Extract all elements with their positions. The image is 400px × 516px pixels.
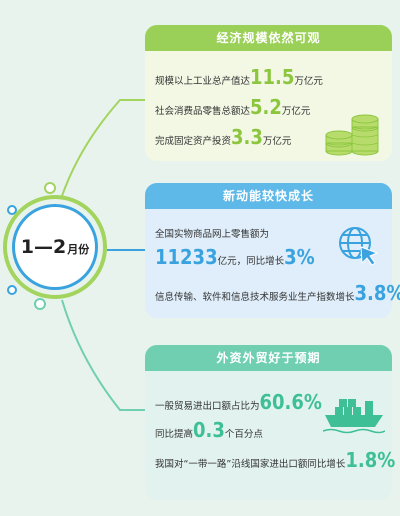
fixed-investment-value: 3.3 [231, 125, 263, 149]
trade-increase-row: 同比提高0.3个百分点 [155, 418, 263, 442]
industrial-output-value: 11.5 [250, 65, 295, 89]
online-retail-growth: 3% [284, 245, 315, 269]
belt-road-growth: 1.8% [345, 448, 396, 472]
online-retail-value: 11233 [155, 245, 218, 269]
general-trade-share: 60.6% [259, 390, 322, 414]
center-label-small: 月份 [67, 243, 90, 256]
fixed-investment-row: 完成固定资产投资3.3万亿元 [155, 125, 291, 149]
fixed-investment-unit: 万亿元 [262, 136, 292, 147]
cargo-ship-icon [322, 399, 385, 434]
center-ring [3, 195, 107, 299]
fixed-investment-label: 完成固定资产投资 [155, 136, 232, 147]
belt-road-label: 我国对“一带一路”沿线国家进出口额同比增长 [155, 459, 346, 470]
economy-scale-title: 经济规模依然可观 [145, 25, 392, 51]
coins-stack-icon [325, 114, 379, 156]
center-disc [12, 204, 98, 290]
retail-sales-label: 社会消费品零售总额达 [155, 106, 251, 117]
trade-increase-label: 同比提高 [155, 429, 194, 440]
general-trade-label: 一般贸易进出口额占比为 [155, 401, 260, 412]
trade-increase-value: 0.3 [193, 418, 225, 442]
it-services-row: 信息传输、软件和信息技术服务业生产指数增长3.8% [155, 281, 400, 305]
it-services-label: 信息传输、软件和信息技术服务业生产指数增长 [155, 292, 355, 303]
retail-sales-row: 社会消费品零售总额达5.2万亿元 [155, 95, 310, 119]
retail-sales-value: 5.2 [250, 95, 282, 119]
online-retail-line2: 11233亿元，同比增长3% [155, 245, 315, 269]
belt-road-row: 我国对“一带一路”沿线国家进出口额同比增长1.8% [155, 448, 395, 472]
it-services-growth: 3.8% [354, 281, 400, 305]
general-trade-row: 一般贸易进出口额占比为60.6% [155, 390, 322, 414]
retail-sales-unit: 万亿元 [281, 106, 311, 117]
online-retail-unit: 亿元，同比增长 [217, 256, 285, 267]
center-label: 1—2 月份 [12, 204, 98, 290]
foreign-trade-panel: 外资外贸好于预期 一般贸易进出口额占比为60.6% 同比提高0.3个百分点 我国… [145, 345, 395, 500]
new-momentum-title: 新动能较快成长 [145, 183, 392, 209]
new-momentum-panel: 新动能较快成长 全国实物商品网上零售额为 11233亿元，同比增长3% 信息传输… [145, 183, 400, 318]
industrial-output-label: 规模以上工业总产值达 [155, 76, 251, 87]
trade-increase-unit: 个百分点 [224, 429, 263, 440]
globe-cursor-icon [339, 227, 379, 266]
economy-scale-panel: 经济规模依然可观 规模以上工业总产值达11.5万亿元 社会消费品零售总额达5.2… [145, 25, 392, 161]
foreign-trade-title: 外资外贸好于预期 [145, 345, 392, 371]
online-retail-line1: 全国实物商品网上零售额为 [155, 229, 270, 240]
industrial-output-row: 规模以上工业总产值达11.5万亿元 [155, 65, 323, 89]
industrial-output-unit: 万亿元 [294, 76, 323, 87]
center-label-big: 1—2 [20, 236, 67, 258]
